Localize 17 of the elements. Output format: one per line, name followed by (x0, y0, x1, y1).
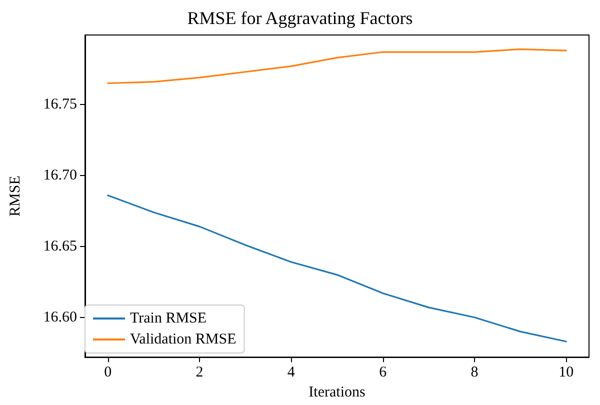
legend-label: Validation RMSE (130, 332, 236, 348)
y-tick-label: 16.60 (43, 309, 77, 326)
y-tick-label: 16.70 (43, 167, 77, 184)
legend-label: Train RMSE (130, 310, 207, 326)
y-tick-label: 16.65 (43, 238, 77, 254)
line-series (107, 48, 567, 84)
x-axis-title: Iterations (308, 384, 366, 400)
y-axis-title: RMSE (8, 176, 24, 216)
x-tick-label: 2 (196, 364, 204, 381)
x-tick-label: 0 (104, 364, 112, 381)
x-tick-label: 4 (287, 364, 296, 381)
line-series (107, 194, 567, 342)
x-tick-label: 8 (470, 364, 478, 381)
chart-title: RMSE for Aggravating Factors (187, 8, 413, 28)
x-tick-label: 6 (379, 364, 388, 381)
x-tick-label: 10 (558, 364, 574, 381)
y-tick-label: 16.75 (43, 96, 77, 113)
